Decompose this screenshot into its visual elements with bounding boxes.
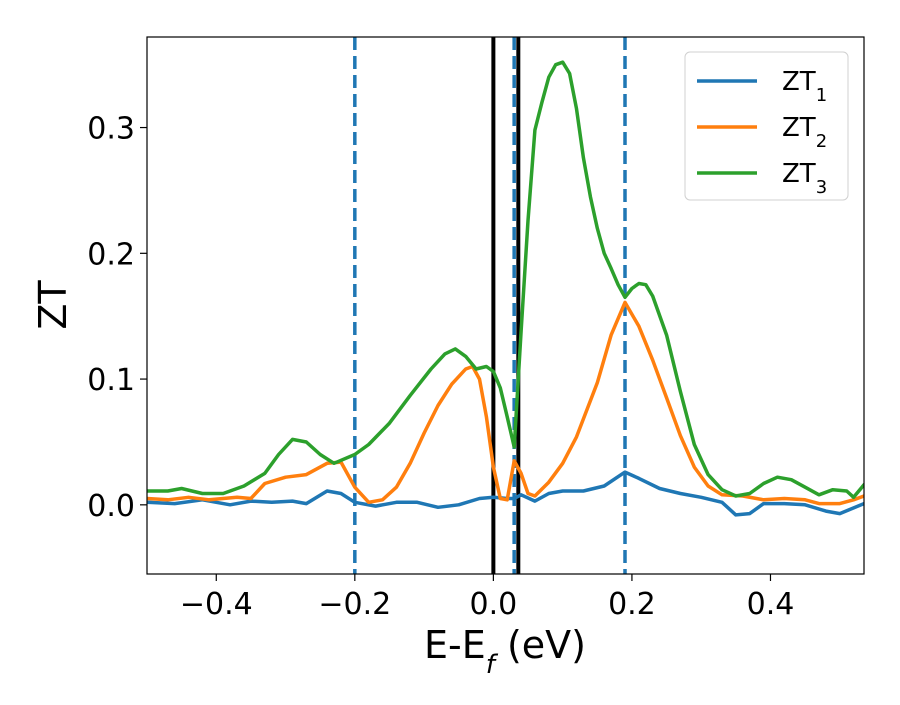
x-axis-label: E-Ef (eV) bbox=[424, 623, 586, 680]
y-tick-label: 0.3 bbox=[87, 112, 135, 147]
x-tick-label: −0.2 bbox=[318, 587, 391, 622]
series-line-zt3 bbox=[147, 60, 864, 500]
x-tick-label: 0.4 bbox=[747, 587, 795, 622]
series-line-zt2 bbox=[147, 300, 864, 506]
legend-label-zt3: ZT3 bbox=[782, 159, 827, 198]
legend: ZT1 ZT2 ZT3 bbox=[684, 51, 849, 201]
x-tick-label: −0.4 bbox=[180, 587, 253, 622]
y-tick-label: 0.0 bbox=[87, 489, 135, 524]
legend-box bbox=[684, 51, 849, 201]
legend-label-zt2: ZT2 bbox=[782, 113, 827, 152]
plot-frame bbox=[146, 36, 865, 575]
y-tick-label: 0.2 bbox=[87, 237, 135, 272]
x-tick-label: 0.2 bbox=[608, 587, 656, 622]
legend-label-zt1: ZT1 bbox=[782, 67, 827, 106]
series-line-zt1 bbox=[147, 470, 864, 517]
y-tick-label: 0.1 bbox=[87, 363, 135, 398]
x-tick-label: 0.0 bbox=[470, 587, 518, 622]
y-axis-label: ZT bbox=[31, 280, 75, 330]
